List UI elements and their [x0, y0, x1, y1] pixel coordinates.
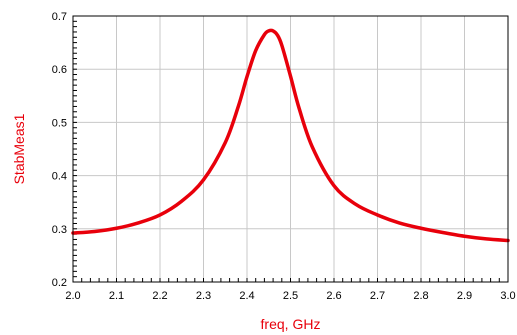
y-axis-title: StabMeas1: [11, 113, 27, 184]
y-tick-labels: 0.2 0.3 0.4 0.5 0.6 0.7: [52, 11, 67, 289]
grid-lines: [73, 16, 508, 282]
y-tick-label: 0.3: [52, 224, 67, 236]
x-tick-label: 2.6: [326, 290, 341, 302]
x-tick-label: 2.3: [196, 290, 211, 302]
x-tick-label: 2.0: [65, 290, 80, 302]
x-tick-label: 2.8: [413, 290, 428, 302]
y-tick-label: 0.5: [52, 117, 67, 129]
y-tick-label: 0.7: [52, 11, 67, 23]
plot-frame: [72, 15, 509, 283]
minor-ticks: [73, 20, 500, 282]
x-tick-label: 3.0: [500, 290, 515, 302]
x-tick-label: 2.7: [370, 290, 385, 302]
y-tick-label: 0.4: [52, 171, 67, 183]
x-tick-label: 2.4: [239, 290, 254, 302]
x-tick-label: 2.9: [457, 290, 472, 302]
x-axis-title: freq, GHz: [261, 316, 321, 332]
x-tick-labels: 2.0 2.1 2.2 2.3 2.4 2.5 2.6 2.7 2.8 2.9 3.0: [65, 290, 515, 302]
stabmeas1-line: [71, 28, 510, 243]
y-tick-label: 0.6: [52, 64, 67, 76]
x-tick-label: 2.1: [109, 290, 124, 302]
series-layer: [71, 28, 510, 243]
x-tick-label: 2.5: [283, 290, 298, 302]
y-tick-label: 0.2: [52, 277, 67, 289]
x-tick-label: 2.2: [152, 290, 167, 302]
